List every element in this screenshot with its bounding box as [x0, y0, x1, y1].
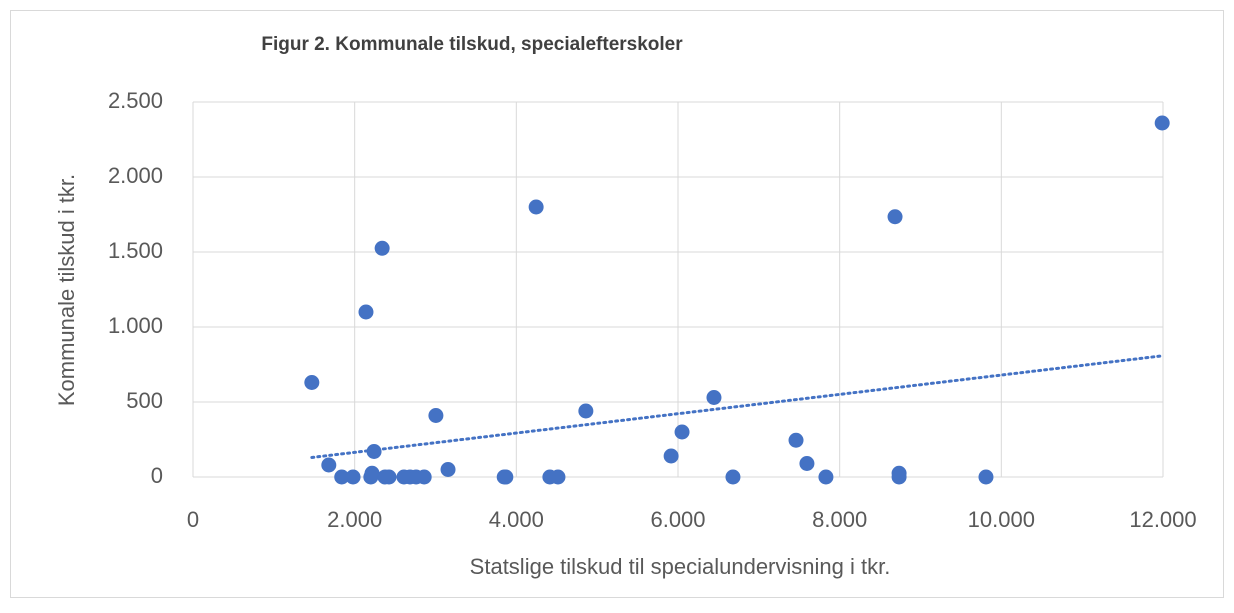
point	[416, 469, 432, 485]
x-tick-label: 6.000	[650, 507, 705, 532]
point	[304, 375, 320, 390]
point	[498, 469, 514, 485]
point	[321, 457, 337, 473]
point	[891, 469, 907, 485]
point	[799, 456, 815, 471]
chart-title: Figur 2. Kommunale tilskud, specialefter…	[261, 34, 683, 55]
chart-frame	[10, 10, 1224, 598]
point	[1154, 115, 1170, 131]
y-tick-label: 0	[151, 463, 163, 488]
x-tick-label: 8.000	[812, 507, 867, 532]
point	[440, 462, 456, 477]
trendline	[310, 354, 1164, 459]
point	[578, 403, 594, 419]
point	[550, 469, 566, 485]
x-tick-label: 10.000	[968, 507, 1035, 532]
x-tick-label: 0	[187, 507, 199, 532]
point	[358, 304, 374, 320]
point	[345, 469, 361, 485]
y-tick-label: 500	[126, 388, 163, 413]
point	[334, 469, 350, 485]
x-axis-title: Statslige tilskud til specialundervisnin…	[470, 554, 891, 579]
x-tick-label: 2.000	[327, 507, 382, 532]
y-tick-label: 2.500	[108, 88, 163, 113]
point	[887, 209, 903, 225]
point	[725, 469, 741, 485]
y-tick-label: 2.000	[108, 163, 163, 188]
point	[528, 199, 544, 215]
point	[428, 408, 444, 423]
point	[364, 465, 380, 481]
point	[381, 469, 397, 485]
point	[978, 469, 994, 485]
y-tick-label: 1.000	[108, 313, 163, 338]
x-tick-label: 4.000	[489, 507, 544, 532]
y-tick-label: 1.500	[108, 238, 163, 263]
point	[674, 424, 690, 440]
point	[663, 448, 679, 464]
point	[374, 240, 390, 256]
point	[366, 444, 382, 459]
point	[706, 390, 722, 405]
y-axis-title: Kommunale tilskud i tkr.	[54, 174, 79, 406]
point	[818, 469, 834, 485]
point	[788, 432, 804, 448]
x-tick-label: 12.000	[1129, 507, 1196, 532]
